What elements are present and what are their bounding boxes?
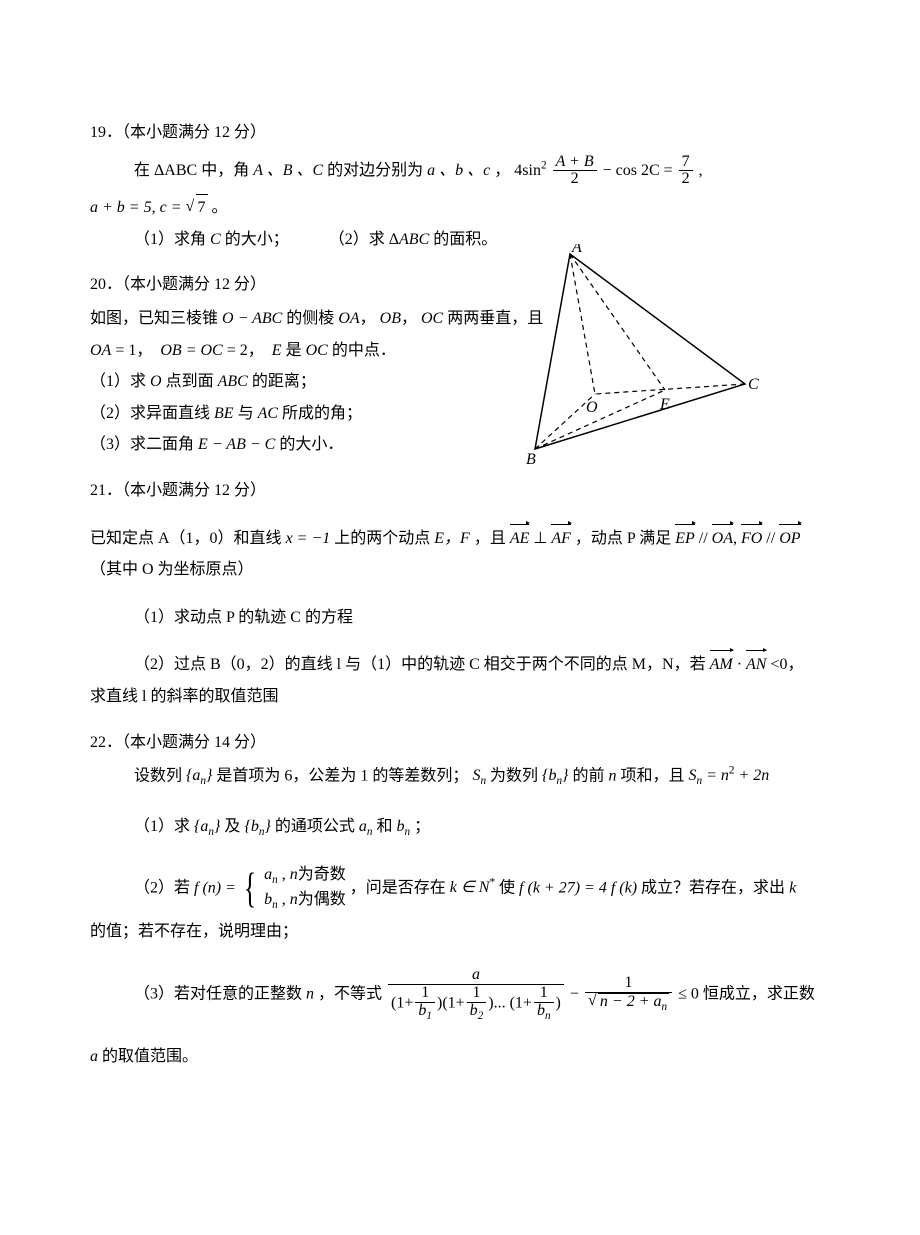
fig-label-c: C	[748, 376, 759, 393]
q19-angles: A 、B 、C	[253, 162, 323, 179]
q21-af-vec: AF	[551, 526, 571, 552]
q22-p2b: ，问是否存在	[350, 879, 446, 896]
q21-ae-vec: AE	[510, 526, 530, 552]
q20-c2: ，	[401, 310, 417, 327]
q21-fo-vec: FO	[741, 526, 762, 552]
q22-minus: −	[570, 985, 583, 1002]
fig-label-o: O	[586, 399, 598, 416]
q22-p2: （2）若 f (n) = { an , n为奇数 bn , n为偶数 ，问是否存…	[90, 864, 830, 914]
q22-p2a: （2）若	[134, 879, 190, 896]
q21-am-vec: AM	[710, 652, 733, 678]
q22-header: 22．（本小题满分 14 分）	[90, 730, 830, 756]
q20-num: 20．（本小题满分 12 分）	[90, 276, 266, 293]
q19-4sin: 4sin	[514, 162, 541, 179]
q19-part2: （2）求 ΔABC 的面积。	[329, 227, 498, 253]
q21-dot: ·	[737, 656, 746, 673]
q19-header: 19．（本小题满分 12 分）	[90, 120, 830, 146]
q22-p3d: a 的取值范围。	[90, 1044, 830, 1070]
q21-num: 21．（本小题满分 12 分）	[90, 482, 266, 499]
q19-ab5: a + b = 5, c =	[90, 199, 186, 216]
q22-l1c: 为数列	[490, 767, 538, 784]
q21-perp: ⊥	[533, 530, 551, 547]
q21-p2: （2）过点 B（0，2）的直线 l 与（1）中的轨迹 C 相交于两个不同的点 M…	[90, 652, 830, 678]
q21-op-vec: OP	[779, 526, 800, 552]
q20-l1a: 如图，已知三棱锥	[90, 310, 218, 327]
q20-c1: ，	[360, 310, 376, 327]
q20-figure: A C B O E	[480, 244, 760, 473]
q22-fk: f (k + 27) = 4 f (k)	[519, 879, 637, 896]
q19-triangle: ΔABC	[154, 162, 197, 179]
q19-comma: ，	[494, 162, 510, 179]
fig-label-e: E	[659, 396, 670, 413]
q19-f1n: A + B	[553, 154, 597, 172]
q21-header: 21．（本小题满分 12 分）	[90, 478, 830, 504]
q19-f1d: 2	[553, 171, 597, 188]
q22-kk: k	[789, 879, 796, 896]
q22-l1d: 的前	[572, 767, 604, 784]
q22-l1b: 是首项为 6，公差为 1 的等差数列；	[216, 767, 468, 784]
q19-f2n: 7	[679, 154, 693, 172]
q19-eq: 4sin2 A + B2 − cos 2C = 72 ,	[514, 162, 702, 179]
q21-l1: 已知定点 A（1，0）和直线 x = −1 上的两个动点 E，F ，且 AE ⊥…	[90, 526, 830, 552]
q20-l1b: 的侧棱	[286, 310, 334, 327]
q19-sides: a 、b 、c	[427, 162, 490, 179]
q22-p3: （3）若对任意的正整数 n ，不等式 a (1+1b1)(1+1b2)... (…	[90, 967, 830, 1023]
q22-p2d: 成立？若存在，求出	[641, 879, 785, 896]
q19-part1: （1）求角 C 的大小；	[134, 227, 289, 253]
q21-an-vec: AN	[746, 652, 766, 678]
q20-oa: OA	[338, 310, 359, 327]
q19-text: 在	[134, 162, 150, 179]
q21-ef: E，F	[434, 530, 470, 547]
q19-text3: 的对边分别为	[327, 162, 423, 179]
q19-num: 19．（本小题满分 12 分）	[90, 124, 266, 141]
q19-f2d: 2	[679, 171, 693, 188]
q21-l1a: 已知定点 A（1，0）和直线	[90, 530, 282, 547]
q22-p2e: 的值；若不存在，说明理由；	[90, 919, 830, 945]
q22-leq: ≤ 0	[678, 985, 699, 1002]
q21-l1b: 上的两个动点	[334, 530, 430, 547]
q20-ob: OB	[380, 310, 401, 327]
q21-p1: （1）求动点 P 的轨迹 C 的方程	[90, 605, 830, 631]
q21-xeq: x = −1	[286, 530, 331, 547]
q22-p3c: 恒成立，求正数	[703, 985, 815, 1002]
q19-body: 在 ΔABC 中，角 A 、B 、C 的对边分别为 a 、b 、c ， 4sin…	[90, 154, 830, 189]
q22-l1: 设数列 {an} 是首项为 6，公差为 1 的等差数列； Sn 为数列 {bn}…	[90, 763, 830, 791]
q22-nn: n	[306, 985, 314, 1002]
fig-label-b: B	[526, 451, 536, 464]
q19-mid: − cos 2C =	[603, 162, 677, 179]
q21-par1: //	[699, 530, 712, 547]
q22-p3a: （3）若对任意的正整数	[134, 985, 302, 1002]
q20-oc: OC	[421, 310, 443, 327]
q21-p2b: <0，	[770, 656, 803, 673]
q21-par2: //	[766, 530, 779, 547]
q20-oabc: O − ABC	[222, 310, 282, 327]
q22-p2c: 使	[499, 879, 515, 896]
fig-label-a: A	[571, 244, 582, 256]
q22-f2t: 1	[585, 975, 672, 993]
q19-line2: a + b = 5, c = 7 。	[90, 194, 830, 221]
q19-sqrt7: 7	[196, 194, 208, 221]
q21-l1c: ，且	[474, 530, 506, 547]
q22-fn: f (n) =	[194, 879, 240, 896]
q19-text2: 中，角	[201, 162, 249, 179]
q22-l1a: 设数列	[134, 767, 182, 784]
q21-note: （其中 O 为坐标原点）	[90, 557, 830, 583]
q21-l1d: ，动点 P 满足	[575, 530, 671, 547]
q19-period: 。	[208, 199, 228, 216]
q22-p1: （1）求 {an} 及 {bn} 的通项公式 an 和 bn ；	[90, 814, 830, 842]
q22-num: 22．（本小题满分 14 分）	[90, 734, 266, 751]
q21-p2c: 求直线 l 的斜率的取值范围	[90, 684, 830, 710]
q22-p3b: ，不等式	[318, 985, 382, 1002]
q22-ft: a	[388, 967, 564, 985]
q21-oa-vec: OA	[712, 526, 733, 552]
q21-ep-vec: EP	[675, 526, 695, 552]
q21-p2a: （2）过点 B（0，2）的直线 l 与（1）中的轨迹 C 相交于两个不同的点 M…	[134, 656, 706, 673]
q22-n: n	[608, 767, 616, 784]
q22-l1e: 项和，且	[620, 767, 684, 784]
